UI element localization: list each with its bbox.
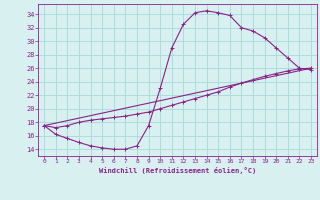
X-axis label: Windchill (Refroidissement éolien,°C): Windchill (Refroidissement éolien,°C) <box>99 167 256 174</box>
